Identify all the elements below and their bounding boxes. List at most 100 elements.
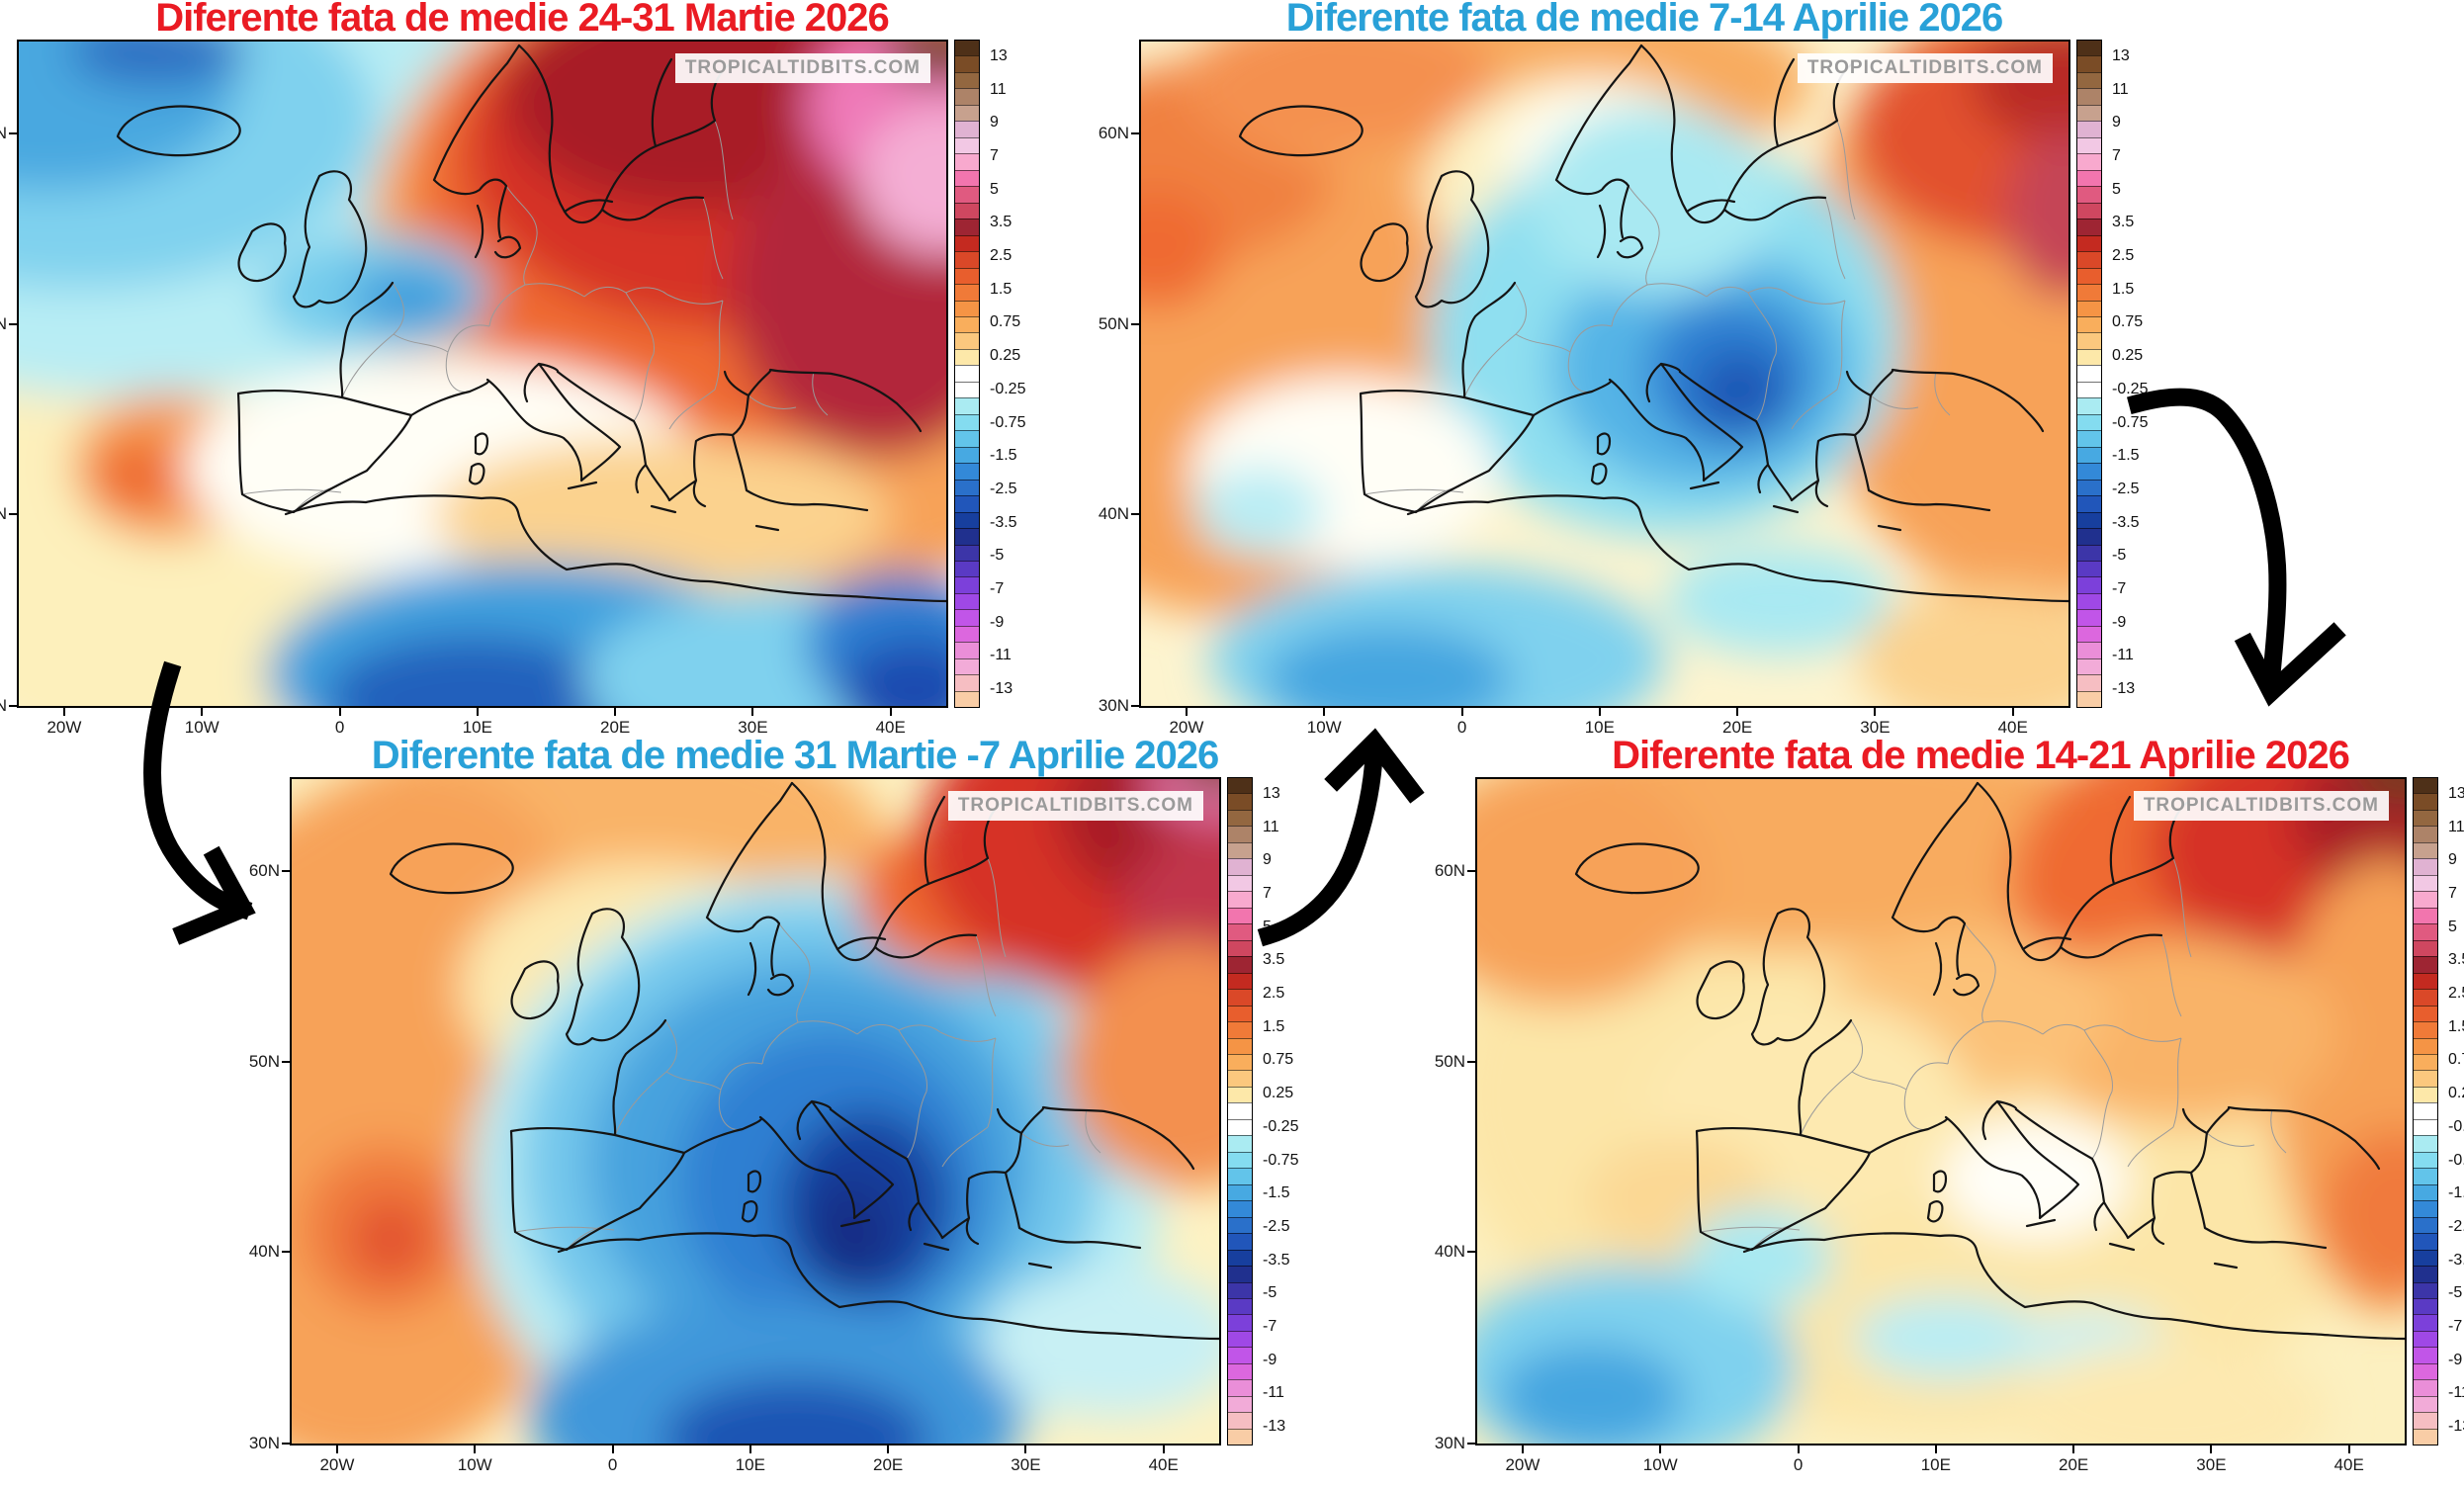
- lon-tick-label: 20E: [873, 1455, 904, 1474]
- colorbar-cell: [1228, 1412, 1252, 1429]
- lon-tick-mark: [1521, 1445, 1524, 1453]
- colorbar-tick-label: 5: [2112, 180, 2121, 198]
- colorbar-cell: [2077, 284, 2101, 301]
- colorbar-cell: [2077, 365, 2101, 382]
- colorbar-cell: [1228, 939, 1252, 957]
- colorbar-cell: [2414, 1379, 2437, 1396]
- colorbar-tick-label: 0.75: [2112, 313, 2144, 331]
- lat-tick-mark: [1467, 869, 1475, 872]
- colorbar-cell: [2077, 267, 2101, 285]
- colorbar-tick-label: 7: [990, 146, 999, 164]
- colorbar-tick-label: 11: [2448, 818, 2464, 835]
- colorbar-tick-label: -5: [2448, 1284, 2463, 1302]
- colorbar-cell: [1228, 1168, 1252, 1184]
- colorbar-cell: [2077, 576, 2101, 593]
- colorbar-cell: [2414, 858, 2437, 875]
- lat-tick-label: 60N: [1434, 860, 1465, 880]
- colorbar-cell: [955, 690, 979, 708]
- colorbar-tick-label: -3.5: [2112, 513, 2140, 531]
- colorbar-cell: [2077, 495, 2101, 512]
- colorbar-cell: [2414, 1151, 2437, 1169]
- colorbar-cell: [1228, 1200, 1252, 1217]
- lat-tick-label: 30N: [0, 696, 7, 715]
- colorbar-labels: 13 11 9 7 5 3.5 2.5 1.5 0.75 0.25 -0.25 -0.75 -1.5 -2…: [2076, 40, 2195, 706]
- colorbar-cell: [2414, 1070, 2437, 1087]
- lat-tick-label: 30N: [1434, 1434, 1465, 1452]
- colorbar-cell: [955, 315, 979, 333]
- colorbar-cell: [1228, 809, 1252, 827]
- colorbar-tick-label: -11: [2112, 647, 2134, 664]
- colorbar-tick-label: 5: [1263, 918, 1272, 935]
- colorbar-cell: [955, 251, 979, 268]
- colorbar-cell: [2077, 332, 2101, 349]
- lat-tick-mark: [9, 322, 17, 325]
- colorbar-cell: [2414, 1037, 2437, 1054]
- colorbar-cell: [2077, 690, 2101, 708]
- lat-tick-label: 50N: [248, 1051, 280, 1071]
- colorbar-cell: [2414, 1200, 2437, 1217]
- colorbar-cell: [2077, 463, 2101, 480]
- colorbar-tick-label: 2.5: [1263, 985, 1285, 1003]
- colorbar-tick-label: 7: [2448, 884, 2457, 902]
- colorbar-cell: [955, 365, 979, 382]
- colorbar-cell: [2077, 121, 2101, 137]
- lat-tick-mark: [1131, 705, 1139, 707]
- colorbar-cell: [2414, 1412, 2437, 1429]
- colorbar-tick-label: -1.5: [2112, 447, 2140, 465]
- colorbar-tick-label: 9: [990, 114, 999, 131]
- lon-tick-mark: [751, 708, 754, 716]
- colorbar-tick-label: -3.5: [1263, 1251, 1290, 1269]
- lon-tick-mark: [887, 1445, 890, 1453]
- colorbar-labels: 13 11 9 7 5 3.5 2.5 1.5 0.75 0.25 -0.25 -0.75 -1.5 -2…: [1227, 777, 1346, 1444]
- colorbar-cell: [1228, 1281, 1252, 1298]
- colorbar-cell: [1228, 874, 1252, 892]
- colorbar-cell: [955, 544, 979, 561]
- colorbar-tick-label: 7: [1263, 884, 1272, 902]
- colorbar-tick-label: -0.75: [1263, 1151, 1299, 1169]
- colorbar-tick-label: -0.25: [990, 380, 1026, 397]
- lon-tick-mark: [611, 1445, 614, 1453]
- colorbar-cell: [2077, 169, 2101, 187]
- lon-tick-mark: [614, 708, 617, 716]
- colorbar-tick-label: 0.25: [990, 347, 1021, 365]
- lon-tick-mark: [2072, 1445, 2075, 1453]
- colorbar-scale: [2413, 777, 2438, 1445]
- lat-tick-label: 60N: [1098, 123, 1129, 142]
- lat-tick-mark: [1131, 131, 1139, 134]
- colorbar-tick-label: 11: [990, 80, 1007, 98]
- colorbar-cell: [1228, 1362, 1252, 1380]
- colorbar-cell: [955, 219, 979, 235]
- colorbar-tick-label: 2.5: [2448, 985, 2464, 1003]
- colorbar-scale: [954, 40, 980, 708]
- colorbar-tick-label: -13: [990, 680, 1013, 698]
- colorbar-tick-label: 3.5: [2448, 951, 2464, 969]
- colorbar-cell: [955, 397, 979, 414]
- arrow-panel1-to-panel3: [143, 660, 256, 945]
- lon-tick-label: 20W: [319, 1455, 355, 1474]
- colorbar-tick-label: 1.5: [2448, 1017, 2464, 1035]
- colorbar-cell: [955, 104, 979, 122]
- colorbar-cell: [2414, 1005, 2437, 1022]
- colorbar-tick-label: -1.5: [990, 447, 1017, 465]
- lon-tick-label: 0: [607, 1455, 618, 1474]
- colorbar-cell: [955, 413, 979, 431]
- colorbar-cell: [955, 202, 979, 219]
- colorbar-cell: [2414, 907, 2437, 924]
- lon-tick-mark: [1460, 708, 1463, 716]
- watermark: TROPICALTIDBITS.COM: [1797, 53, 2053, 83]
- colorbar-cell: [1228, 1314, 1252, 1331]
- lon-tick-label: 20W: [1505, 1455, 1540, 1474]
- colorbar-tick-label: 7: [2112, 146, 2121, 164]
- colorbar-cell: [955, 267, 979, 285]
- colorbar-cell: [2414, 1102, 2437, 1119]
- colorbar-tick-label: -7: [1263, 1318, 1277, 1336]
- lon-tick-label: 40E: [1148, 1455, 1179, 1474]
- lat-tick-label: 40N: [1098, 504, 1129, 524]
- colorbar-cell: [1228, 1347, 1252, 1363]
- colorbar-tick-label: 5: [2448, 918, 2457, 935]
- colorbar-cell: [955, 186, 979, 203]
- colorbar-cell: [2414, 874, 2437, 892]
